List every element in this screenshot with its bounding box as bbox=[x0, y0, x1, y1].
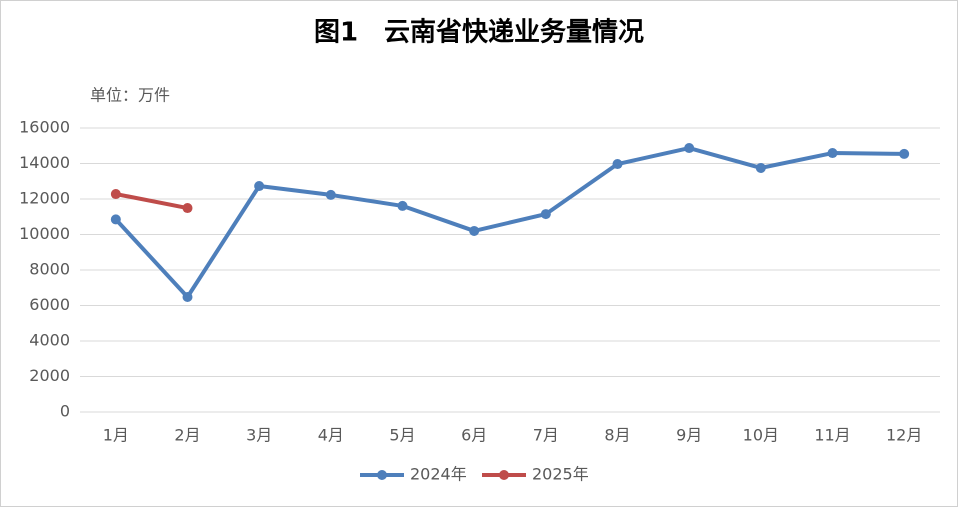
x-tick-label: 7月 bbox=[533, 426, 559, 445]
series-line bbox=[114, 146, 905, 299]
x-tick-label: 2月 bbox=[174, 426, 200, 445]
x-tick-label: 9月 bbox=[676, 426, 702, 445]
point bbox=[397, 200, 408, 211]
x-tick-label: 4月 bbox=[318, 426, 344, 445]
x-tick-label: 1月 bbox=[103, 426, 129, 445]
point bbox=[899, 148, 910, 159]
point bbox=[827, 148, 838, 159]
point bbox=[110, 189, 121, 200]
y-tick-label: 12000 bbox=[19, 189, 70, 208]
legend-label: 2025年 bbox=[532, 465, 589, 484]
point bbox=[755, 162, 766, 173]
chart-title: 图1 云南省快递业务量情况 bbox=[314, 17, 644, 48]
x-tick-label: 3月 bbox=[246, 426, 272, 445]
x-tick-label: 11月 bbox=[814, 426, 850, 445]
point bbox=[182, 291, 193, 302]
point bbox=[110, 214, 121, 225]
point bbox=[684, 143, 695, 154]
y-tick-label: 0 bbox=[60, 402, 70, 421]
x-tick-label: 8月 bbox=[604, 426, 630, 445]
y-tick-label: 8000 bbox=[29, 260, 70, 279]
legend-marker bbox=[377, 470, 387, 480]
unit-label: 单位：万件 bbox=[90, 86, 170, 105]
legend-marker bbox=[499, 470, 509, 480]
point bbox=[612, 159, 623, 170]
x-tick-label: 10月 bbox=[743, 426, 779, 445]
y-tick-label: 10000 bbox=[19, 224, 70, 243]
y-tick-label: 6000 bbox=[29, 295, 70, 314]
point bbox=[325, 189, 336, 200]
point bbox=[182, 203, 193, 214]
y-tick-label: 16000 bbox=[19, 118, 70, 137]
y-tick-label: 14000 bbox=[19, 153, 70, 172]
point bbox=[469, 225, 480, 236]
y-tick-label: 2000 bbox=[29, 366, 70, 385]
x-tick-label: 5月 bbox=[389, 426, 415, 445]
x-tick-label: 6月 bbox=[461, 426, 487, 445]
point bbox=[540, 209, 551, 220]
point bbox=[254, 181, 265, 192]
y-tick-label: 4000 bbox=[29, 331, 70, 350]
series-line bbox=[115, 192, 188, 211]
x-tick-label: 12月 bbox=[886, 426, 922, 445]
legend-label: 2024年 bbox=[410, 465, 467, 484]
